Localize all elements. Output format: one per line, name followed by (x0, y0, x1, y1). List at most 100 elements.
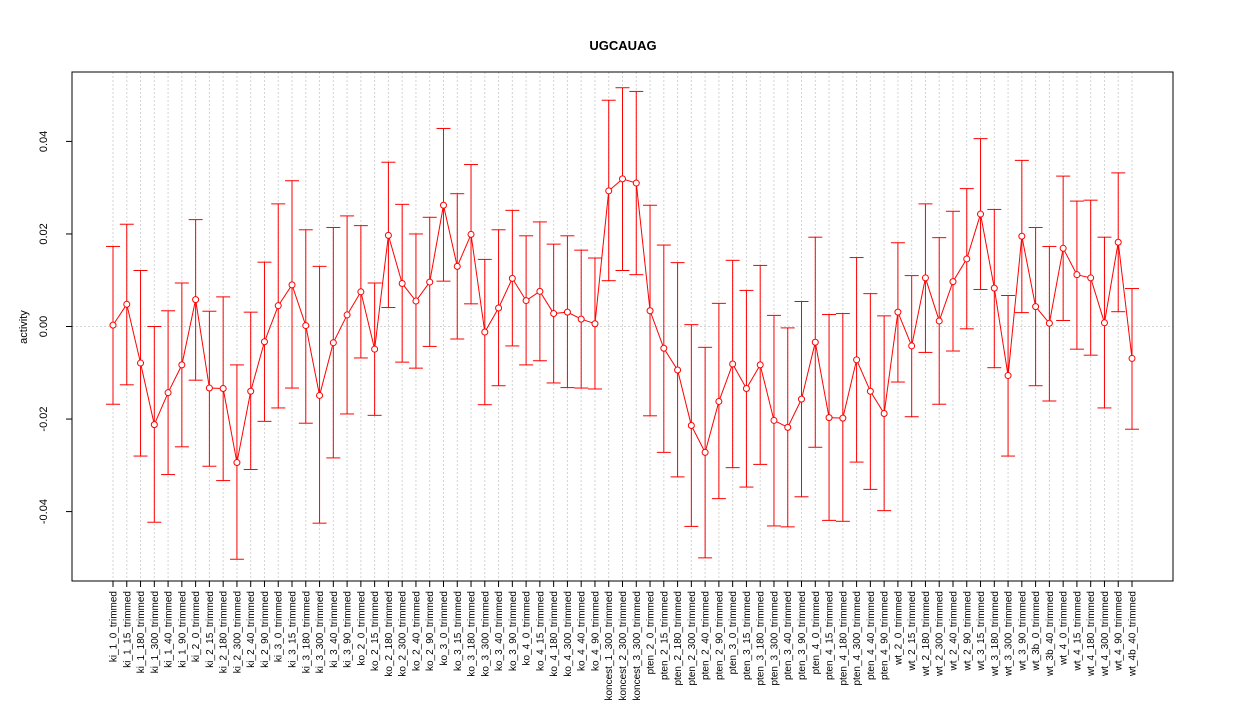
x-tick-label: wt_3_300_trimmed (1004, 591, 1015, 677)
data-point (109, 321, 117, 329)
data-point (439, 201, 447, 209)
data-point (1004, 372, 1012, 380)
data-point (384, 231, 392, 239)
x-tick-label: pten_3_300_trimmed (769, 591, 780, 686)
x-tick-label: pten_3_0_trimmed (728, 591, 739, 674)
x-tick-label: wt_4_15_trimmed (1072, 591, 1083, 671)
x-tick-label: ko_2_300_trimmed (398, 591, 409, 677)
data-point (233, 459, 241, 467)
x-tick-label: pten_2_300_trimmed (687, 591, 698, 686)
chart-title: UGCAUAG (589, 38, 656, 53)
x-tick-label: ki_2_40_trimmed (246, 591, 257, 668)
data-point (935, 317, 943, 325)
x-tick-label: pten_4_90_trimmed (880, 591, 891, 680)
x-tick-label: wt_4b_40_trimmed (1128, 591, 1139, 677)
x-tick-label: pten_4_180_trimmed (838, 591, 849, 686)
x-tick-label: pten_4_15_trimmed (825, 591, 836, 680)
data-point (316, 391, 324, 399)
data-point (550, 310, 558, 318)
x-tick-label: wt_4_180_trimmed (1086, 591, 1097, 677)
x-tick-label: wt_2_90_trimmed (962, 591, 973, 671)
x-tick-label: ki_1_15_trimmed (122, 591, 133, 668)
data-point (178, 361, 186, 369)
data-point (357, 288, 365, 296)
y-tick-label: 0.00 (38, 316, 50, 337)
data-point (894, 308, 902, 316)
data-point (219, 385, 227, 393)
x-tick-label: pten_4_40_trimmed (866, 591, 877, 680)
data-point (784, 423, 792, 431)
x-tick-label: pten_2_15_trimmed (659, 591, 670, 680)
x-tick-label: ki_1_40_trimmed (164, 591, 175, 668)
data-point (205, 384, 213, 392)
data-point (605, 187, 613, 195)
x-tick-label: ki_3_40_trimmed (329, 591, 340, 668)
x-tick-label: wt_2_15_trimmed (907, 591, 918, 671)
data-point (729, 360, 737, 368)
data-point (481, 328, 489, 336)
x-tick-label: pten_2_40_trimmed (701, 591, 712, 680)
data-point (632, 179, 640, 187)
data-point (701, 448, 709, 456)
x-tick-label: pten_2_90_trimmed (714, 591, 725, 680)
data-point (536, 287, 544, 295)
x-tick-label: ki_1_300_trimmed (150, 591, 161, 673)
data-point (866, 387, 874, 395)
x-tick-label: pten_4_300_trimmed (852, 591, 863, 686)
data-point (742, 385, 750, 393)
x-tick-label: koncest_2_300_trimmed (618, 591, 629, 701)
data-point (302, 322, 310, 330)
x-tick-label: ko_3_300_trimmed (480, 591, 491, 677)
data-point (1073, 271, 1081, 279)
x-tick-label: pten_3_180_trimmed (756, 591, 767, 686)
data-point (467, 230, 475, 238)
data-point (260, 338, 268, 346)
data-point (949, 278, 957, 286)
data-point (453, 262, 461, 270)
x-tick-label: ki_3_0_trimmed (274, 591, 285, 662)
x-tick-label: wt_3b_0_trimmed (1031, 591, 1042, 671)
data-point (811, 338, 819, 346)
x-tick-label: wt_2_40_trimmed (948, 591, 959, 671)
y-tick-label: 0.04 (38, 131, 50, 152)
data-point (674, 366, 682, 374)
data-point (426, 278, 434, 286)
x-tick-label: ko_2_40_trimmed (411, 591, 422, 671)
data-point (1059, 244, 1067, 252)
x-tick-label: ki_2_300_trimmed (232, 591, 243, 673)
x-tick-label: ko_4_15_trimmed (535, 591, 546, 671)
x-tick-label: pten_3_90_trimmed (797, 591, 808, 680)
x-tick-label: wt_2_180_trimmed (921, 591, 932, 677)
data-point (1100, 319, 1108, 327)
x-tick-label: pten_2_180_trimmed (673, 591, 684, 686)
data-point (977, 210, 985, 218)
data-point (247, 387, 255, 395)
data-point (412, 297, 420, 305)
x-tick-label: ko_4_0_trimmed (522, 591, 533, 665)
data-point (715, 397, 723, 405)
data-point (1114, 238, 1122, 246)
data-point (798, 395, 806, 403)
x-tick-label: pten_3_15_trimmed (742, 591, 753, 680)
data-point (990, 284, 998, 292)
x-tick-label: ko_3_90_trimmed (508, 591, 519, 671)
x-tick-label: wt_4_90_trimmed (1114, 591, 1125, 671)
x-tick-label: pten_2_0_trimmed (646, 591, 657, 674)
data-point (495, 304, 503, 312)
data-point (825, 414, 833, 422)
x-tick-label: ki_1_90_trimmed (177, 591, 188, 668)
data-point (343, 311, 351, 319)
data-point (577, 315, 585, 323)
x-tick-label: ki_3_300_trimmed (315, 591, 326, 673)
x-tick-label: ki_1_180_trimmed (136, 591, 147, 673)
x-tick-label: ko_3_15_trimmed (453, 591, 464, 671)
data-point (123, 300, 131, 308)
data-point (398, 279, 406, 287)
data-point (137, 359, 145, 367)
x-tick-label: ko_3_0_trimmed (439, 591, 450, 665)
x-tick-label: wt_2_0_trimmed (893, 591, 904, 666)
data-point (591, 320, 599, 328)
data-point (660, 344, 668, 352)
data-point (563, 308, 571, 316)
